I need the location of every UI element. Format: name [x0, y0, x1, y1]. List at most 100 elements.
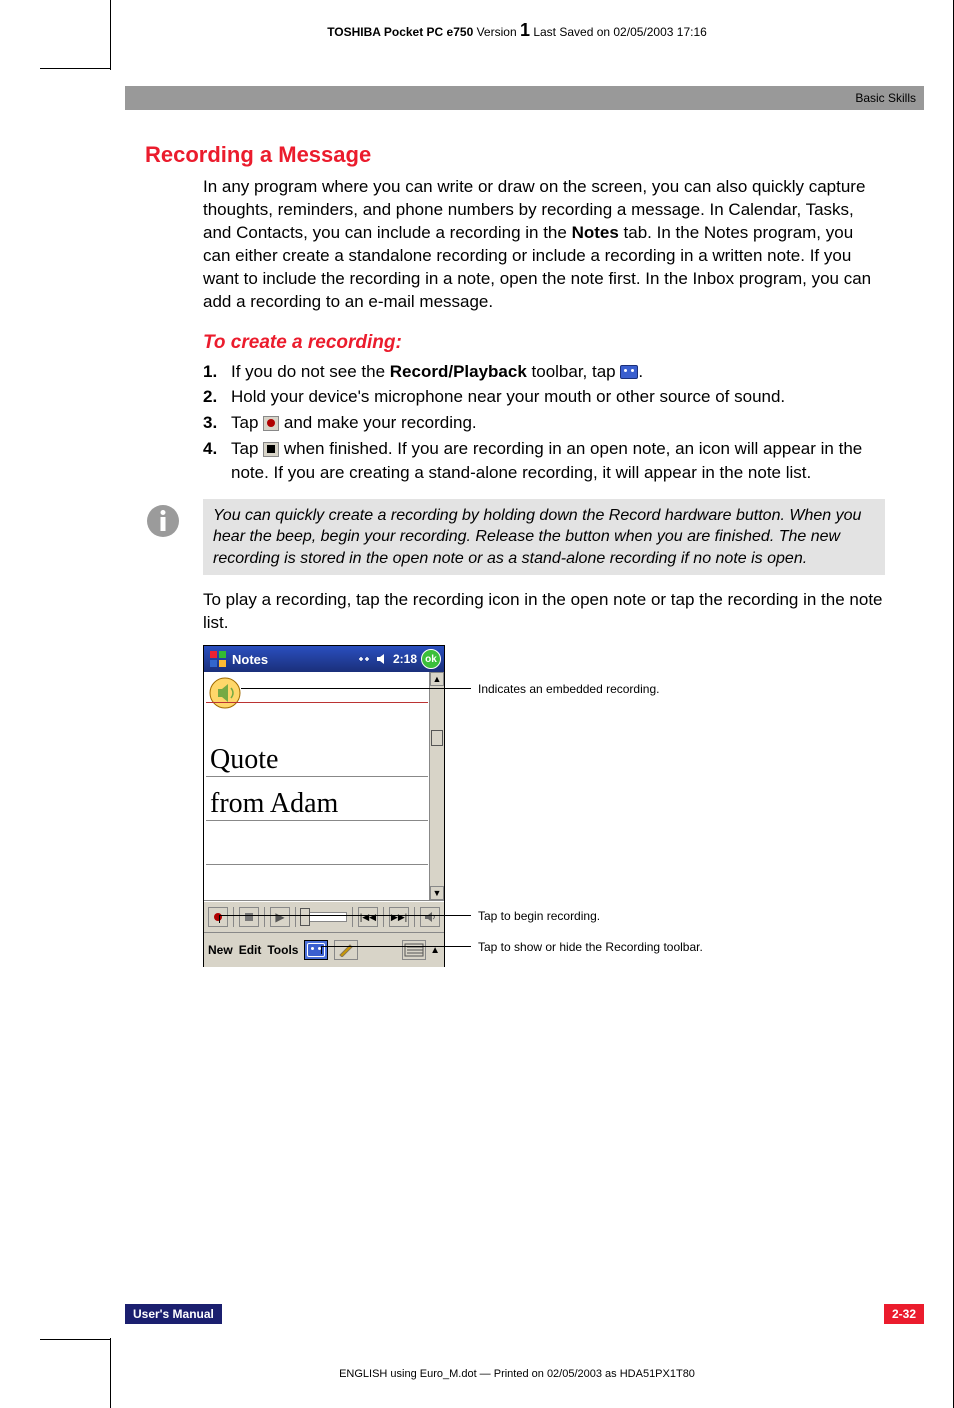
clock-time: 2:18: [393, 652, 417, 666]
intro-paragraph: In any program where you can write or dr…: [203, 176, 885, 314]
callout-lead: [321, 946, 471, 947]
scroll-down-button[interactable]: ▼: [430, 886, 444, 900]
pen-toggle[interactable]: [334, 940, 358, 960]
status-area: 2:18 ok: [357, 649, 441, 669]
notes-bold: Notes: [572, 223, 619, 242]
play-button[interactable]: ▶: [270, 907, 290, 927]
step-2: 2. Hold your device's microphone near yo…: [203, 385, 885, 409]
titlebar: Notes 2:18 ok: [204, 646, 444, 672]
menu-tools[interactable]: Tools: [267, 943, 298, 957]
ok-label: ok: [425, 654, 437, 665]
menu-new[interactable]: New: [208, 943, 233, 957]
product-name: TOSHIBA Pocket PC e750: [327, 25, 473, 39]
step4-b: when finished. If you are recording in a…: [231, 439, 862, 482]
step-3: 3. Tap and make your recording.: [203, 411, 885, 435]
step-1: 1. If you do not see the Record/Playback…: [203, 360, 885, 384]
tip-block: You can quickly create a recording by ho…: [203, 499, 885, 576]
separator: [383, 907, 384, 927]
callout-embedded-recording: Indicates an embedded recording.: [478, 682, 659, 696]
step-number: 2.: [203, 385, 231, 409]
step-body: Tap when finished. If you are recording …: [231, 437, 885, 485]
info-icon: [147, 505, 179, 537]
separator: [352, 907, 353, 927]
screenshot-block: Notes 2:18 ok: [203, 645, 885, 1045]
step4-a: Tap: [231, 439, 263, 458]
step-4: 4. Tap when finished. If you are recordi…: [203, 437, 885, 485]
start-flag-icon[interactable]: [208, 649, 228, 669]
record-button[interactable]: [208, 907, 228, 927]
callout-toolbar-toggle: Tap to show or hide the Recording toolba…: [478, 940, 703, 954]
handwritten-line-1: Quote: [210, 744, 278, 776]
input-panel-area: ▲: [402, 940, 440, 960]
step-number: 3.: [203, 411, 231, 435]
callout-lead-v: [219, 915, 220, 923]
footer-print-info: ENGLISH using Euro_M.dot — Printed on 02…: [110, 1368, 924, 1380]
menu-bar: New Edit Tools: [204, 933, 444, 967]
skip-back-button[interactable]: |◀◀: [358, 907, 378, 927]
embedded-recording-icon[interactable]: [208, 676, 242, 710]
step-body: Tap and make your recording.: [231, 411, 885, 435]
users-manual-label: User's Manual: [125, 1304, 222, 1324]
volume-icon[interactable]: [375, 652, 389, 666]
running-header: TOSHIBA Pocket PC e750 Version 1 Last Sa…: [110, 20, 924, 41]
version-label: Version: [477, 25, 517, 39]
step-body: If you do not see the Record/Playback to…: [231, 360, 885, 384]
scroll-thumb[interactable]: [431, 730, 443, 746]
step1-d: .: [638, 362, 643, 381]
step3-b: and make your recording.: [279, 413, 477, 432]
progress-slider[interactable]: [301, 912, 347, 922]
separator: [414, 907, 415, 927]
step-number: 4.: [203, 437, 231, 485]
keyboard-button[interactable]: [402, 940, 426, 960]
callout-lead: [241, 688, 471, 689]
section-tab: Basic Skills: [125, 86, 924, 110]
footer-bar: User's Manual 2-32: [125, 1304, 924, 1324]
cassette-icon: [620, 365, 638, 379]
section-tab-label: Basic Skills: [855, 91, 916, 105]
page-content: Recording a Message In any program where…: [145, 130, 885, 1045]
callout-begin-recording: Tap to begin recording.: [478, 909, 600, 923]
page-number: 2-32: [884, 1304, 924, 1324]
callout-lead-v: [321, 946, 322, 954]
rule-line: [206, 864, 428, 865]
step1-toolbar-name: Record/Playback: [390, 362, 527, 381]
last-saved: Last Saved on 02/05/2003 17:16: [533, 25, 706, 39]
volume-button[interactable]: [420, 907, 440, 927]
rule-line: [206, 820, 428, 821]
menu-edit[interactable]: Edit: [239, 943, 262, 957]
connectivity-icon[interactable]: [357, 652, 371, 666]
stop-button-icon: [263, 442, 279, 457]
pocketpc-notes-window: Notes 2:18 ok: [203, 645, 445, 967]
heading-to-create-recording: To create a recording:: [203, 332, 885, 354]
crop-mark: [40, 68, 110, 69]
step-list: 1. If you do not see the Record/Playback…: [203, 360, 885, 485]
tip-text: You can quickly create a recording by ho…: [213, 507, 861, 567]
note-canvas[interactable]: Quote from Adam ▲ ▼: [204, 672, 444, 901]
manual-page: TOSHIBA Pocket PC e750 Version 1 Last Sa…: [0, 0, 954, 1408]
step1-c: toolbar, tap: [527, 362, 621, 381]
step-number: 1.: [203, 360, 231, 384]
ok-button[interactable]: ok: [421, 649, 441, 669]
recording-toolbar-toggle[interactable]: [304, 940, 328, 960]
step-body: Hold your device's microphone near your …: [231, 385, 885, 409]
rule-line: [206, 776, 428, 777]
stop-button[interactable]: [239, 907, 259, 927]
slider-knob[interactable]: [300, 908, 310, 926]
separator: [295, 907, 296, 927]
scroll-up-button[interactable]: ▲: [430, 672, 444, 686]
handwritten-line-2: from Adam: [210, 788, 338, 820]
heading-recording-message: Recording a Message: [145, 142, 885, 168]
step1-a: If you do not see the: [231, 362, 390, 381]
separator: [264, 907, 265, 927]
record-button-icon: [263, 416, 279, 431]
callout-lead: [219, 915, 471, 916]
app-title: Notes: [232, 652, 357, 667]
skip-forward-button[interactable]: ▶▶|: [389, 907, 409, 927]
crop-mark: [40, 1339, 110, 1340]
separator: [233, 907, 234, 927]
step3-a: Tap: [231, 413, 263, 432]
recording-toolbar: ▶ |◀◀ ▶▶|: [204, 901, 444, 933]
version-number: 1: [520, 20, 530, 40]
rule-line: [206, 702, 428, 703]
scrollbar[interactable]: ▲ ▼: [429, 672, 444, 900]
